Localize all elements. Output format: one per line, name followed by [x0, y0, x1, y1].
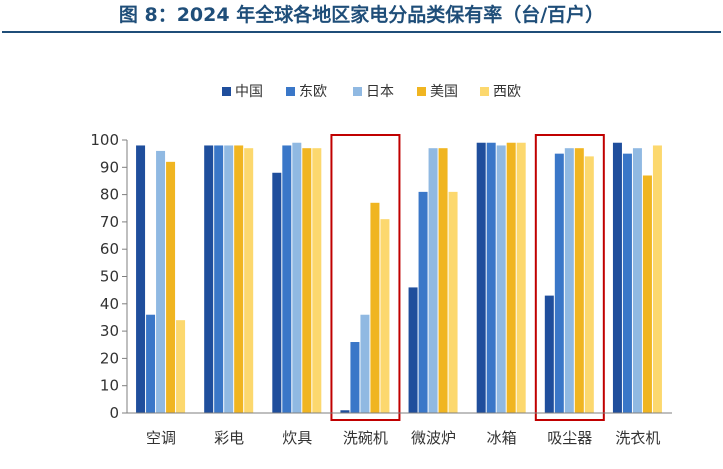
bar — [448, 191, 458, 413]
bar — [312, 148, 322, 413]
y-tick-label: 90 — [100, 158, 119, 176]
y-tick-label: 70 — [100, 213, 119, 231]
bar — [554, 153, 564, 413]
x-tick-label: 彩电 — [214, 429, 244, 447]
legend-label: 日本 — [366, 84, 394, 100]
y-tick-label: 0 — [109, 404, 119, 422]
bar — [428, 148, 438, 413]
bar — [272, 172, 282, 413]
bar — [506, 142, 516, 414]
x-tick-label: 空调 — [146, 429, 176, 447]
highlight-box — [534, 134, 605, 421]
bar — [176, 320, 186, 413]
bar — [156, 150, 166, 414]
x-tick-label: 洗衣机 — [615, 429, 660, 447]
legend-swatch — [222, 87, 231, 96]
y-tick-label: 30 — [100, 322, 119, 340]
legend-swatch — [417, 87, 426, 96]
bar — [652, 145, 662, 413]
bar — [612, 142, 622, 414]
bar — [564, 148, 574, 413]
legend-swatch — [353, 87, 362, 96]
bar — [166, 161, 176, 413]
bar — [476, 142, 486, 414]
bar — [350, 342, 360, 413]
x-tick-label: 炊具 — [282, 429, 312, 447]
y-tick-label: 10 — [100, 377, 119, 395]
bar — [370, 202, 380, 413]
bar — [146, 314, 156, 413]
legend-swatch — [480, 87, 489, 96]
bar — [408, 287, 418, 413]
bars — [136, 142, 662, 414]
bar — [380, 219, 390, 413]
bar — [496, 145, 506, 413]
bar — [224, 145, 234, 413]
y-tick-label: 20 — [100, 349, 119, 367]
bar — [486, 142, 496, 414]
bar — [516, 142, 526, 414]
bar — [632, 148, 642, 413]
y-tick-label: 60 — [100, 240, 119, 258]
y-tick-label: 40 — [100, 295, 119, 313]
bar — [244, 148, 254, 413]
bar — [622, 153, 632, 413]
bar — [360, 314, 370, 413]
x-axis: 空调 彩电 炊具 洗碗机 微波炉 冰箱 吸尘器 洗衣机 — [127, 412, 672, 447]
bar — [214, 145, 224, 413]
y-tick-label: 50 — [100, 268, 119, 286]
bar — [642, 175, 652, 413]
bar — [340, 410, 350, 413]
legend-label: 东欧 — [299, 84, 327, 100]
highlight-boxes — [330, 134, 605, 421]
y-tick-label: 80 — [100, 186, 119, 204]
bar — [204, 145, 214, 413]
legend-swatch — [286, 87, 295, 96]
x-tick-label: 洗碗机 — [343, 429, 388, 447]
bar — [292, 142, 302, 414]
bar — [418, 191, 428, 413]
y-tick-label: 100 — [90, 131, 119, 149]
bar — [136, 145, 146, 413]
highlight-box — [330, 134, 401, 421]
legend-label: 美国 — [430, 84, 458, 100]
title-rule — [2, 31, 721, 33]
bar — [302, 148, 312, 413]
legend-label: 中国 — [235, 84, 263, 100]
bar — [584, 156, 594, 413]
legend-label: 西欧 — [493, 84, 521, 100]
legend: 中国 东欧 日本 美国 西欧 — [222, 84, 521, 100]
figure-title: 图 8：2024 年全球各地区家电分品类保有率（台/百户） — [118, 4, 605, 26]
x-tick-label: 微波炉 — [411, 429, 456, 447]
x-tick-label: 冰箱 — [487, 429, 517, 447]
bar — [438, 148, 448, 413]
bar — [234, 145, 244, 413]
bar — [544, 295, 554, 413]
bar — [574, 148, 584, 413]
x-tick-label: 吸尘器 — [547, 429, 592, 447]
y-axis: 0 10 20 30 40 50 60 70 80 90 100 — [90, 131, 128, 422]
bar — [282, 145, 292, 413]
